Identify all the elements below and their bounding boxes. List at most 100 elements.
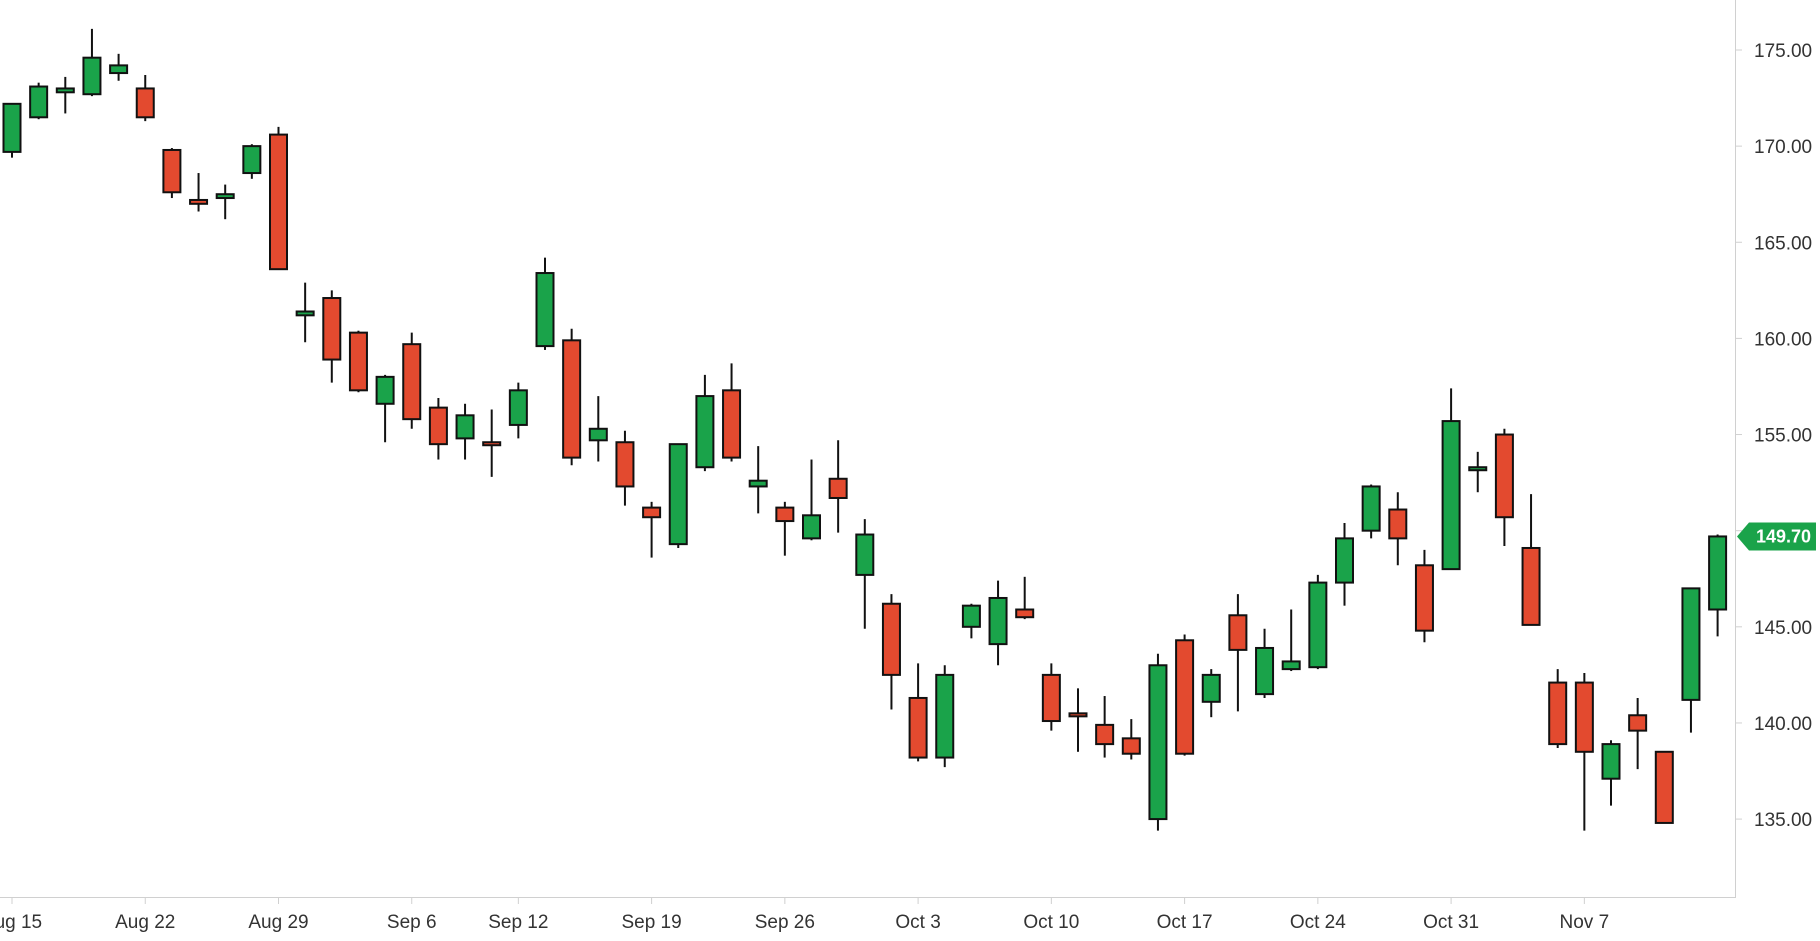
candle-body-down [1574, 681, 1594, 753]
candle [1068, 688, 1088, 752]
candle-body-up [82, 56, 102, 96]
candle-body-down [1654, 750, 1674, 824]
candle [1228, 594, 1248, 712]
candle [55, 76, 75, 114]
candle-body-up [2, 102, 22, 153]
candle-body-up [1148, 664, 1168, 821]
candle [802, 459, 821, 541]
candle-body-down [1388, 508, 1408, 540]
time-axis-tick-label: Oct 10 [1023, 912, 1079, 933]
price-axis-tick-label: 135.00 [1754, 810, 1812, 831]
candle-body-up [375, 375, 395, 405]
candle [162, 148, 182, 199]
time-axis-tick-label: Aug 15 [0, 912, 42, 933]
candle-body-up [1335, 537, 1354, 584]
candle-body-up [668, 443, 688, 546]
candle [615, 430, 635, 506]
candle [642, 501, 662, 558]
candle [269, 126, 288, 271]
candle-body-up [961, 604, 981, 628]
time-axis-tick-label: Oct 17 [1157, 912, 1213, 933]
candle-body-down [1121, 737, 1141, 755]
price-axis-tick-label: 160.00 [1754, 329, 1812, 350]
price-axis-tick-label: 175.00 [1754, 41, 1812, 62]
candle [215, 184, 235, 220]
candle-body-down [1015, 608, 1035, 619]
candle-body-up [1308, 581, 1328, 669]
candle [668, 443, 688, 548]
candle-body-up [1201, 673, 1221, 703]
candle [482, 409, 502, 477]
candle-body-down [482, 441, 502, 447]
candle-body-down [828, 477, 848, 499]
candle [1441, 388, 1461, 571]
candle [375, 374, 395, 443]
candle-body-up [535, 272, 555, 348]
candle-body-down [775, 506, 795, 523]
candle-body-up [748, 479, 768, 488]
candle [1335, 522, 1354, 606]
candle-body-up [802, 514, 821, 540]
candle [1468, 451, 1488, 493]
candle-body-up [1255, 646, 1275, 696]
candle-body-down [1175, 639, 1195, 755]
candle [1015, 576, 1035, 620]
candle [1281, 609, 1301, 672]
candle-body-up [1681, 587, 1701, 701]
candle-body-up [109, 64, 129, 75]
candle [961, 603, 981, 639]
candle-body-down [1228, 614, 1248, 651]
candle [695, 374, 715, 472]
candle-body-down [269, 133, 288, 271]
candle [535, 257, 555, 350]
candle-body-up [588, 427, 608, 442]
candle [348, 330, 368, 393]
candle-body-down [1521, 546, 1541, 626]
candle [2, 102, 22, 158]
price-axis-tick-label: 145.00 [1754, 618, 1812, 639]
candle [1095, 696, 1115, 758]
candle-body-down [1041, 673, 1061, 723]
candle-body-up [1468, 466, 1488, 472]
candle-body-down [1494, 433, 1514, 519]
candle [135, 74, 155, 122]
candle-body-down [1068, 712, 1088, 718]
candle-body-up [988, 596, 1008, 646]
candle [1654, 750, 1674, 824]
candle-body-down [881, 602, 901, 676]
price-axis-tick-label: 155.00 [1754, 426, 1812, 447]
candle [1201, 669, 1221, 718]
candle [29, 82, 49, 120]
candle [295, 282, 315, 343]
candle-body-down [615, 441, 635, 488]
candle-body-down [402, 343, 422, 421]
candle [828, 440, 848, 533]
candle [1494, 428, 1514, 547]
candle [508, 382, 528, 439]
candle [1308, 574, 1328, 670]
time-axis-tick-label: Sep 19 [621, 912, 681, 933]
time-axis: Aug 15 Aug 22 Aug 29 Sep 6 Sep 12 Sep 19 Sep 2… [0, 898, 1609, 933]
candle [881, 594, 901, 710]
candle-body-up [455, 414, 475, 440]
candle [242, 144, 262, 179]
last-price-tag-label: 149.70 [1756, 526, 1811, 546]
price-axis-tick-label: 170.00 [1754, 137, 1812, 158]
candle [455, 403, 475, 460]
candle [748, 446, 768, 514]
time-axis-tick-label: Sep 12 [488, 912, 548, 933]
time-axis-tick-label: Oct 31 [1423, 912, 1479, 933]
plot-area [2, 28, 1728, 831]
candle-body-down [348, 331, 368, 392]
candle-body-up [295, 310, 315, 317]
candle-body-up [508, 389, 528, 426]
candle [1601, 740, 1621, 806]
candle-body-down [1414, 564, 1434, 632]
candle [1628, 697, 1648, 770]
candle [322, 290, 342, 383]
candle-body-down [189, 198, 209, 205]
candle [1414, 549, 1434, 643]
candle [1255, 628, 1275, 698]
candle [1361, 484, 1381, 539]
